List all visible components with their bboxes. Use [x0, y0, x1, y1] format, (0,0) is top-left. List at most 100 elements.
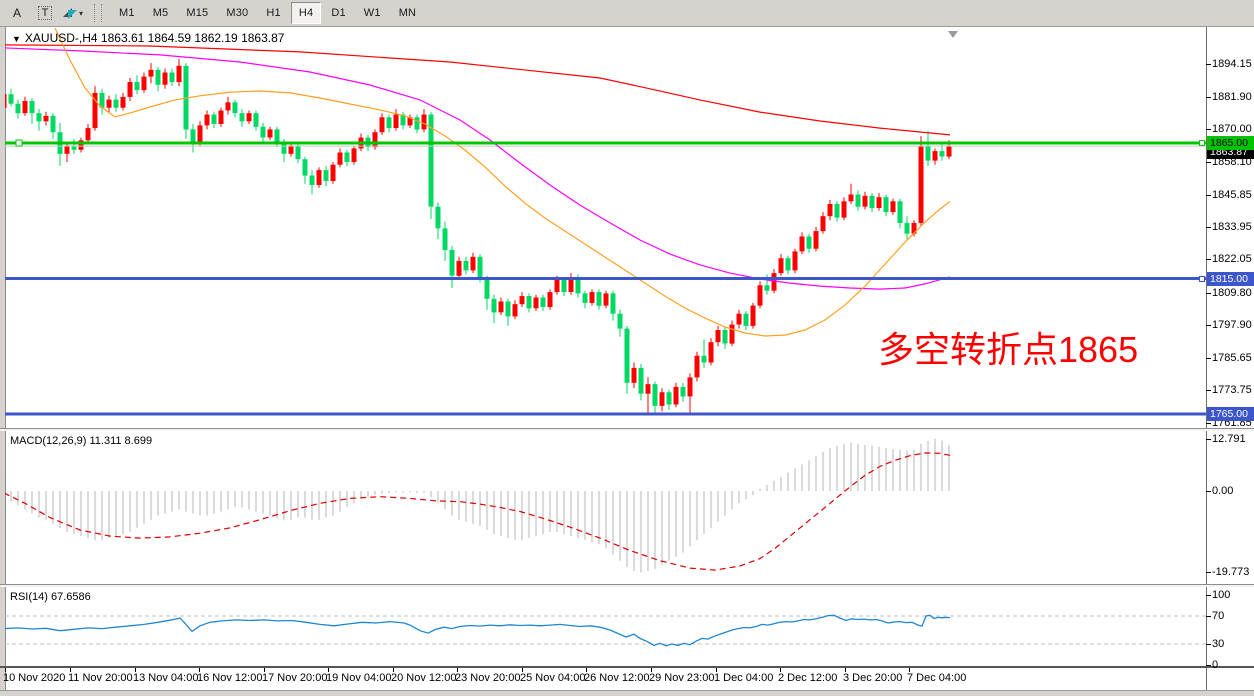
price-axis-label: 1833.95 — [1212, 221, 1252, 233]
time-axis-tick — [328, 668, 329, 672]
macd-axis-label: 0.00 — [1212, 485, 1234, 497]
price-axis-label: 1773.75 — [1212, 384, 1252, 396]
rsi-axis-label: 70 — [1212, 610, 1225, 622]
timeframe-button-mn[interactable]: MN — [398, 7, 417, 19]
time-axis-tick — [651, 668, 652, 672]
timeframe-button-d1[interactable]: D1 — [331, 7, 346, 19]
time-axis-tick — [199, 668, 200, 672]
macd-axis-label: -19.773 — [1212, 566, 1250, 578]
ma-line-magenta — [5, 47, 951, 290]
toolbar: A T ▾ M1 M5 M15 M30 H1 H4 D1 W1 MN — [0, 0, 1254, 27]
time-axis-tick — [393, 668, 394, 672]
price-axis-label: 1809.80 — [1212, 287, 1252, 299]
time-axis-label: 26 Nov 12:00 — [584, 672, 650, 684]
timeframe-button-m1[interactable]: M1 — [119, 7, 135, 19]
price-axis-label: 1894.15 — [1212, 58, 1252, 70]
time-axis-label: 11 Nov 20:00 — [68, 672, 133, 684]
time-axis-tick — [845, 668, 846, 672]
time-axis-label: 29 Nov 23:00 — [649, 672, 715, 684]
rsi-axis-label: 30 — [1212, 638, 1225, 650]
candles — [5, 59, 952, 416]
time-axis-tick — [909, 668, 910, 672]
line-handle-icon[interactable] — [1199, 140, 1205, 146]
time-axis-label: 25 Nov 04:00 — [520, 672, 586, 684]
axis-tick — [1206, 325, 1211, 326]
line-handle-icon[interactable] — [1199, 275, 1205, 282]
time-axis-tick — [586, 668, 587, 672]
chart-shift-marker-icon[interactable] — [948, 31, 958, 38]
time-axis-label: 19 Nov 04:00 — [326, 672, 392, 684]
price-axis-label: 1870.00 — [1212, 123, 1252, 135]
timeframe-button-h1[interactable]: H1 — [266, 7, 281, 19]
ma-line-orange — [54, 27, 951, 337]
axis-tick — [1206, 423, 1211, 424]
chevron-down-icon: ▾ — [78, 8, 83, 18]
axis-tick — [1206, 644, 1211, 645]
draw-objects-icon — [62, 7, 77, 19]
pane-separator-macd-rsi[interactable] — [0, 584, 1254, 587]
axis-tick — [1206, 439, 1211, 440]
chart-title-text: XAUUSD-,H4 1863.61 1864.59 1862.19 1863.… — [24, 31, 285, 45]
timeframe-button-m30[interactable]: M30 — [226, 7, 249, 19]
time-axis-tick — [522, 668, 523, 672]
time-axis-label: 1 Dec 04:00 — [714, 672, 774, 684]
axis-tick — [1206, 227, 1211, 228]
axis-tick — [1206, 129, 1211, 130]
time-axis-label: 3 Dec 20:00 — [843, 672, 903, 684]
chart-title: ▼ XAUUSD-,H4 1863.61 1864.59 1862.19 1863… — [12, 31, 284, 45]
toolbar-drag-handle[interactable] — [94, 4, 102, 22]
ma-line-red — [5, 44, 951, 136]
arrow-text-tool-button[interactable]: A — [12, 6, 21, 20]
price-axis-label: 1785.65 — [1212, 352, 1252, 364]
line-handle-icon[interactable] — [15, 139, 23, 147]
axis-tick — [1206, 595, 1211, 596]
symbol-dropdown-icon[interactable]: ▼ — [12, 34, 21, 44]
timeframe-button-m5[interactable]: M5 — [152, 7, 169, 19]
pane-separator-rsi-timeaxis — [0, 666, 1254, 668]
price-axis-label: 1845.85 — [1212, 189, 1252, 201]
macd-histogram — [10, 438, 950, 573]
timeframe-button-m15[interactable]: M15 — [186, 7, 209, 19]
rsi-axis-label: 100 — [1212, 589, 1231, 601]
time-axis-tick — [457, 668, 458, 672]
support-level-tag-1815: 1815.00 — [1207, 272, 1254, 286]
time-axis-tick — [780, 668, 781, 672]
time-axis-tick — [5, 668, 6, 672]
time-axis-label: 2 Dec 12:00 — [778, 672, 838, 684]
chart-canvas[interactable] — [5, 27, 1206, 690]
time-axis-label: 10 Nov 2020 — [3, 672, 66, 684]
macd-signal-line — [5, 452, 951, 571]
axis-tick — [1206, 259, 1211, 260]
axis-tick — [1206, 293, 1211, 294]
time-axis-tick — [716, 668, 717, 672]
axis-tick — [1206, 64, 1211, 65]
price-axis-label: 1881.90 — [1212, 91, 1252, 103]
price-axis-label: 1858.10 — [1212, 156, 1252, 168]
chart-annotation-text: 多空转折点1865 — [878, 329, 1139, 370]
timeframe-button-w1[interactable]: W1 — [363, 7, 381, 19]
time-axis-label: 7 Dec 04:00 — [907, 672, 967, 684]
time-axis-label: 23 Nov 20:00 — [455, 672, 521, 684]
timeframe-bar: M1 M5 M15 M30 H1 H4 D1 W1 MN — [110, 2, 425, 24]
timeframe-button-h4[interactable]: H4 — [290, 2, 322, 24]
time-axis-label: 20 Nov 12:00 — [391, 672, 457, 684]
text-tool-icon: T — [37, 6, 53, 20]
rsi-indicator-label: RSI(14) 67.6586 — [10, 591, 91, 603]
macd-axis-label: 12.791 — [1212, 433, 1246, 445]
time-axis-tick — [135, 668, 136, 672]
axis-tick — [1206, 162, 1211, 163]
axis-tick — [1206, 97, 1211, 98]
draw-objects-dropdown[interactable]: ▾ — [62, 3, 84, 23]
support-level-tag-1765: 1765.00 — [1207, 407, 1254, 421]
time-axis-tick — [70, 668, 71, 672]
rsi-axis-label: 0 — [1212, 659, 1219, 671]
window-left-frame — [0, 27, 6, 696]
axis-tick — [1206, 616, 1211, 617]
window-bottom-frame — [0, 690, 1254, 696]
axis-tick — [1206, 572, 1211, 573]
pane-separator-main-macd[interactable] — [0, 428, 1254, 431]
axis-tick — [1206, 491, 1211, 492]
axis-tick — [1206, 665, 1211, 666]
rsi-line — [5, 614, 951, 647]
text-tool-button[interactable]: T — [34, 3, 56, 23]
